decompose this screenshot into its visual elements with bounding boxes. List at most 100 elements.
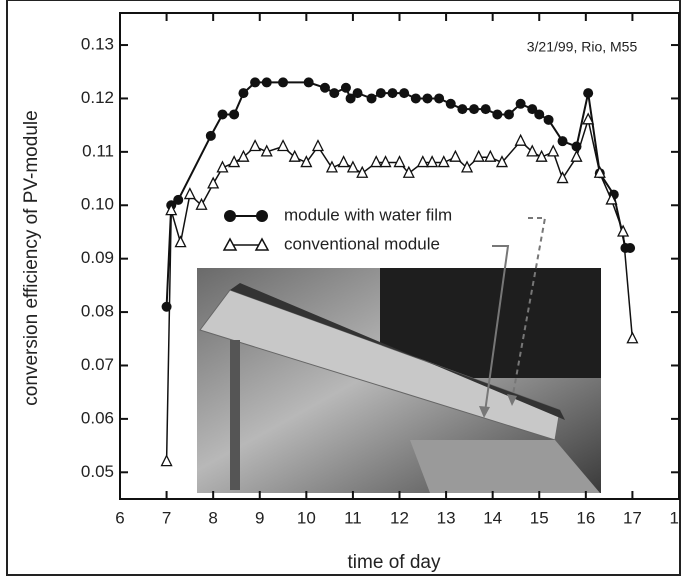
point [250, 77, 261, 88]
point [445, 98, 456, 109]
x-tick-label: 6 [115, 508, 124, 527]
point [480, 104, 491, 115]
point [534, 109, 545, 120]
point [329, 88, 340, 99]
point [593, 165, 606, 178]
point [472, 149, 485, 162]
point [503, 109, 514, 120]
point [626, 331, 639, 344]
point [276, 139, 290, 152]
point [547, 144, 560, 157]
x-tick-label: 18 [670, 508, 681, 527]
point [457, 104, 468, 115]
point [583, 88, 594, 99]
x-tick-label: 16 [576, 508, 595, 527]
point [261, 77, 272, 88]
point [535, 149, 548, 162]
point [514, 133, 527, 146]
y-tick-label: 0.10 [81, 195, 114, 214]
x-tick-label: 8 [208, 508, 217, 527]
point [217, 109, 228, 120]
x-tick-label: 13 [437, 508, 456, 527]
x-axis-label: time of day [348, 552, 441, 573]
point [625, 242, 636, 253]
inset-photo [197, 268, 601, 493]
point [229, 109, 240, 120]
point [515, 98, 526, 109]
series-line [165, 81, 631, 307]
point [195, 197, 208, 210]
point [469, 104, 480, 115]
point [346, 160, 359, 173]
point [174, 235, 187, 248]
y-tick-label: 0.05 [81, 462, 114, 481]
point [340, 82, 351, 93]
point [556, 171, 569, 184]
point [495, 155, 509, 168]
point [543, 114, 554, 125]
y-tick-label: 0.08 [81, 302, 114, 321]
point [527, 104, 538, 115]
point [393, 155, 406, 168]
point [207, 176, 220, 189]
point [249, 139, 262, 152]
point [238, 88, 249, 99]
point [228, 155, 241, 168]
y-tick-label: 0.07 [81, 355, 114, 374]
point [375, 88, 386, 99]
y-tick-label: 0.11 [82, 141, 114, 160]
point [356, 165, 369, 178]
point [526, 144, 539, 157]
y-tick-label: 0.09 [81, 248, 114, 267]
x-tick-label: 12 [390, 508, 409, 527]
point [399, 88, 410, 99]
point [161, 301, 172, 312]
point [216, 160, 229, 173]
point [278, 77, 289, 88]
x-tick-label: 9 [255, 508, 264, 527]
x-tick-label: 11 [344, 508, 362, 527]
y-tick-label: 0.13 [81, 35, 114, 54]
legend-label: conventional module [284, 234, 440, 253]
point [387, 88, 398, 99]
point [426, 155, 439, 168]
point [437, 155, 450, 168]
x-tick-label: 17 [623, 508, 642, 527]
point [370, 155, 383, 168]
point [416, 155, 429, 168]
point [570, 149, 583, 162]
point [260, 144, 273, 157]
point [311, 139, 325, 152]
point [434, 93, 445, 104]
x-tick-label: 14 [483, 508, 502, 527]
point [402, 165, 415, 178]
x-tick-label: 7 [162, 508, 171, 527]
point [345, 93, 356, 104]
point [571, 141, 582, 152]
point [183, 187, 196, 200]
point [300, 155, 313, 168]
point [605, 192, 618, 205]
x-tick-label: 10 [297, 508, 316, 527]
point [160, 454, 173, 467]
point [484, 149, 497, 162]
point [288, 149, 301, 162]
point [303, 77, 314, 88]
point [325, 160, 339, 173]
x-tick-label: 15 [530, 508, 549, 527]
point [617, 224, 630, 237]
point [422, 93, 433, 104]
point [205, 130, 216, 141]
y-axis-label: conversion efficiency of PV-module [21, 110, 42, 405]
point [492, 109, 503, 120]
y-tick-label: 0.12 [81, 88, 114, 107]
point [410, 93, 421, 104]
legend-label: module with water film [284, 205, 452, 224]
point [460, 160, 474, 173]
point [582, 112, 595, 125]
point [352, 88, 363, 99]
point [165, 203, 178, 216]
point [237, 149, 250, 162]
y-tick-label: 0.06 [81, 408, 114, 427]
